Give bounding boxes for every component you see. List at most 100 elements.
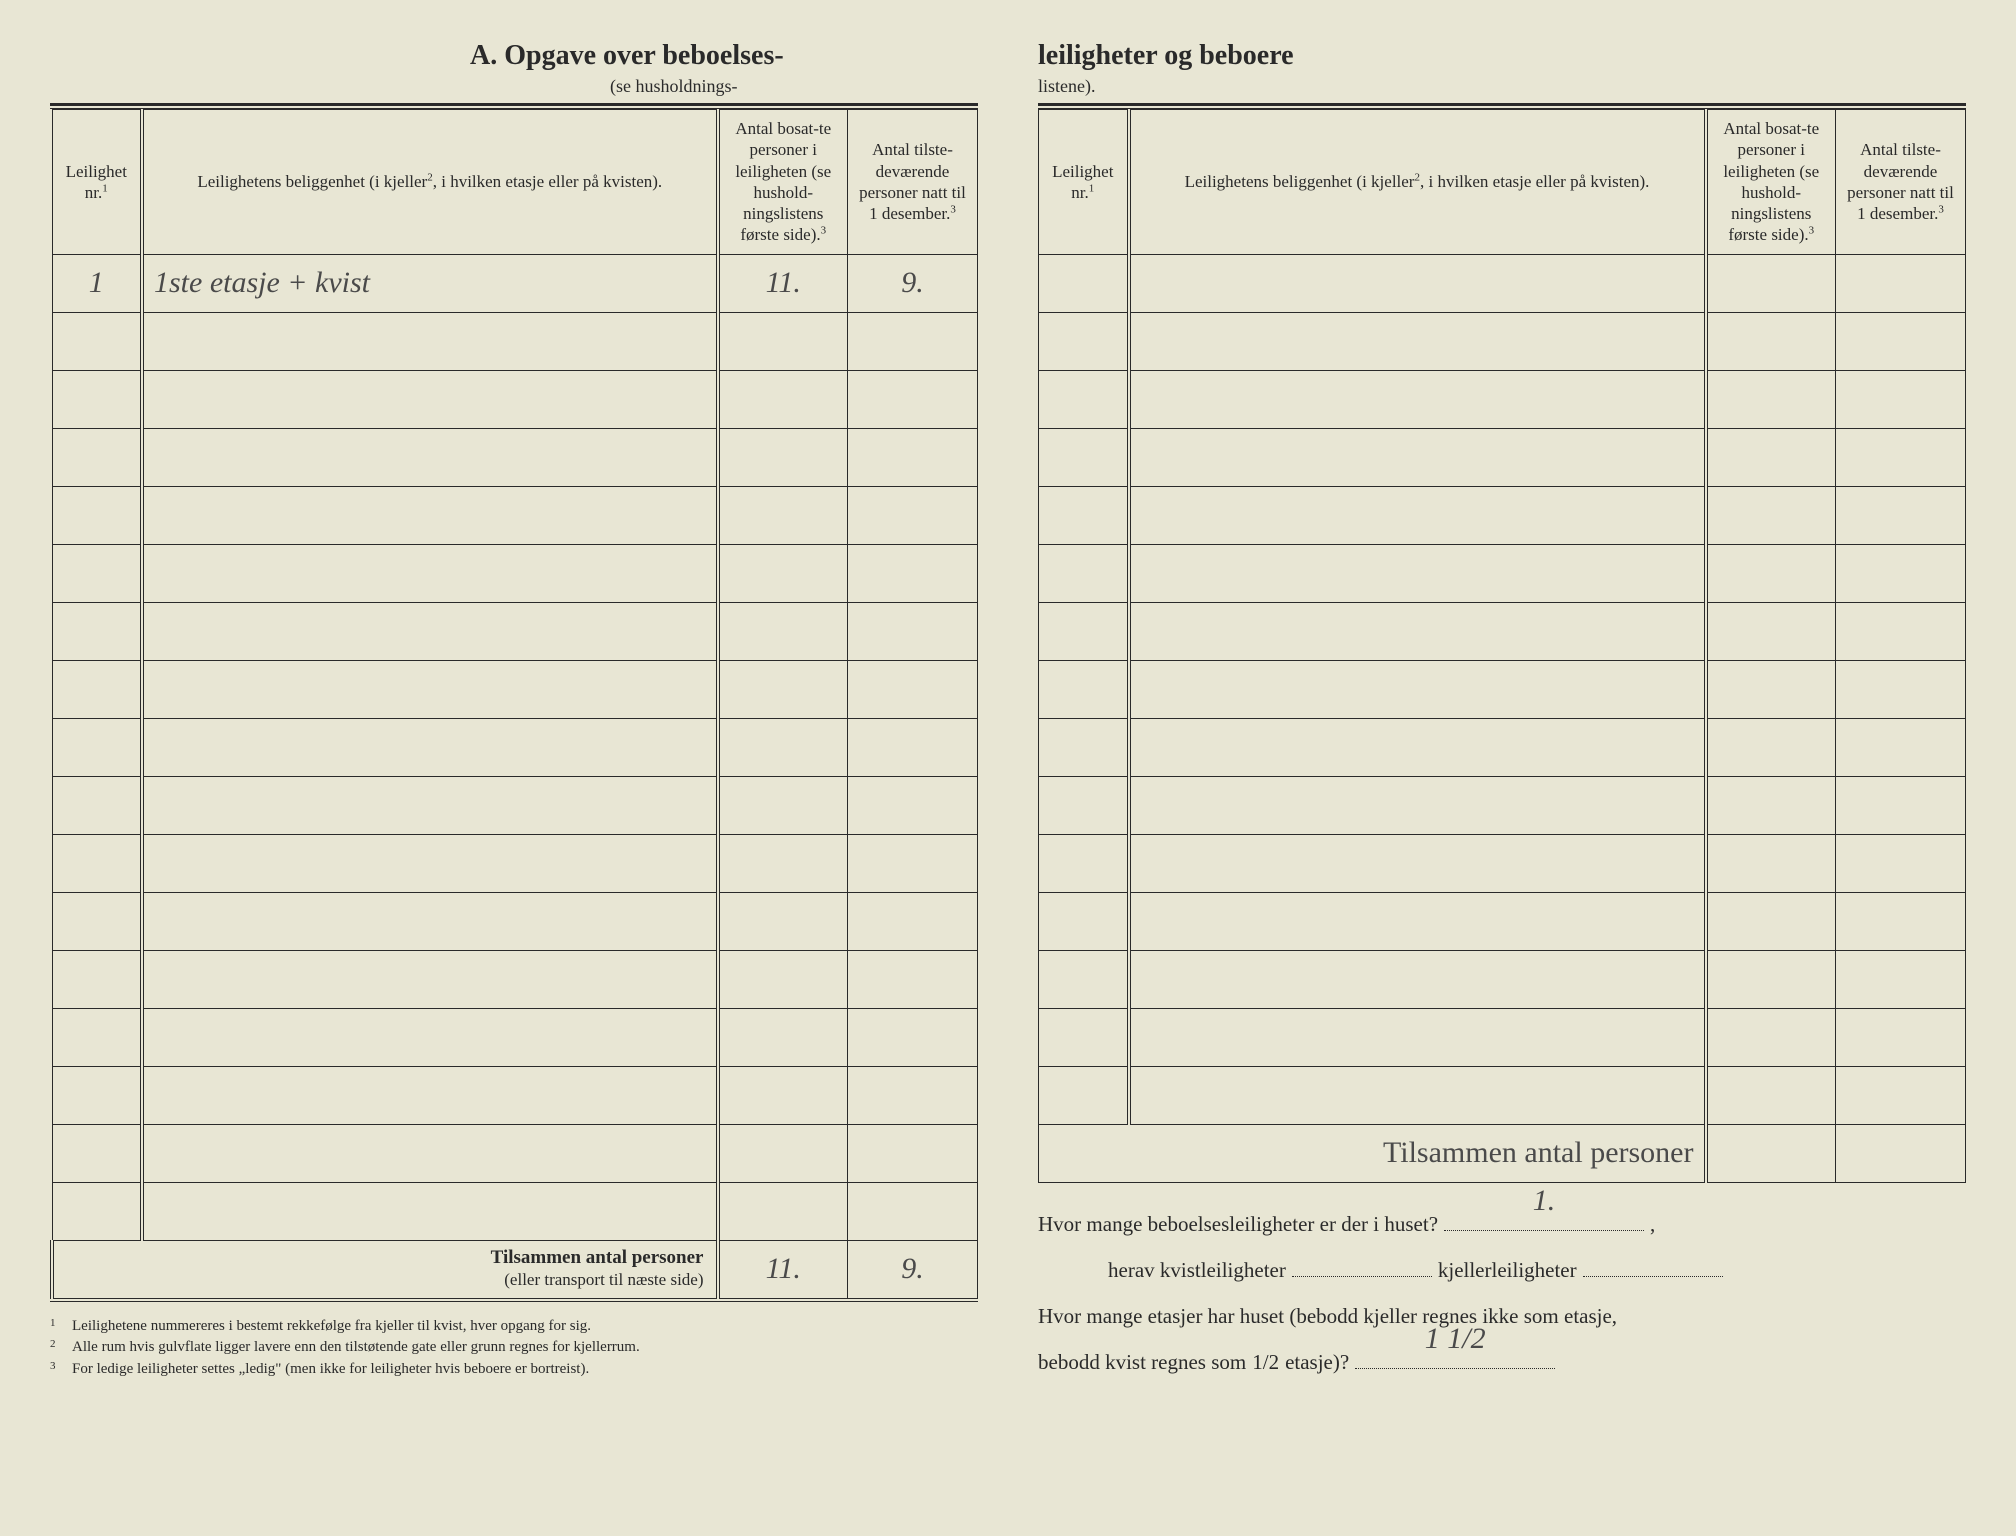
cell-n1 [1706,544,1836,602]
q2b-text: kjellerleiligheter [1438,1247,1577,1293]
th-loc-text: Leilighetens beliggenhet (i kjeller [1185,172,1415,191]
footnotes: 1Leilighetene nummereres i bestemt rekke… [50,1316,978,1381]
title-left: A. Opgave over beboelses- [470,40,784,72]
title-row-right: leiligheter og beboere [1038,40,1966,72]
form-table-left: Leilighet nr.1 Leilighetens beliggenhet … [50,109,978,1299]
totals-n2: 9. [848,1240,978,1298]
right-page: leiligheter og beboere listene). Leiligh… [1038,40,1966,1496]
cell-n1 [718,1182,848,1240]
cell-nr [52,950,142,1008]
cell-n2 [848,834,978,892]
cell-nr [1039,254,1129,312]
cell-loc [142,718,718,776]
table-row [1039,370,1966,428]
cell-n1 [1706,486,1836,544]
question-2: herav kvistleiligheter kjellerleilighete… [1108,1247,1966,1293]
cell-nr [1039,544,1129,602]
th-nr-text: Leilighet nr. [1052,162,1113,202]
sup: 3 [1809,225,1815,237]
cell-n2 [848,718,978,776]
table-row [1039,892,1966,950]
footnote-1: 1Leilighetene nummereres i bestemt rekke… [50,1316,978,1338]
table-row [52,950,978,1008]
title-right: leiligheter og beboere [1038,40,1294,72]
footnote-2: 2Alle rum hvis gulvflate ligger lavere e… [50,1337,978,1359]
cell-nr [52,660,142,718]
cell-loc [142,834,718,892]
subtitle-left: (se husholdnings- [610,76,978,97]
cell-n2 [1836,254,1966,312]
cell-n2 [1836,428,1966,486]
q2a-text: herav kvistleiligheter [1108,1247,1286,1293]
cell-n2 [848,428,978,486]
cell-n1 [1706,834,1836,892]
th-n2: Antal tilste-deværende personer natt til… [848,110,978,255]
cell-loc [142,950,718,1008]
cell-loc [142,892,718,950]
cell-nr [52,1066,142,1124]
cell-loc [142,660,718,718]
table-row [52,1124,978,1182]
cell-loc [1129,602,1706,660]
cell-n1 [1706,950,1836,1008]
cell-n2 [1836,1008,1966,1066]
q3-half: 1/2 [1252,1339,1279,1385]
table-row [52,602,978,660]
cell-nr [1039,892,1129,950]
cell-n1 [718,660,848,718]
cell-loc [142,1182,718,1240]
q3-ans: 1 1/2 [1425,1306,1486,1372]
q3a-text: Hvor mange etasjer har huset (bebodd kje… [1038,1293,1617,1339]
table-row: 1 1ste etasje + kvist 11. 9. [52,254,978,312]
cell-nr [52,718,142,776]
cell-nr [1039,370,1129,428]
cell-nr [1039,1008,1129,1066]
table-row [52,1066,978,1124]
sup: 3 [950,203,956,215]
table-row [1039,834,1966,892]
cell-loc [1129,428,1706,486]
totals-label: Tilsammen antal personer (eller transpor… [52,1240,718,1298]
cell-n2 [848,1124,978,1182]
th-n1-text: Antal bosat-te personer i leiligheten (s… [1723,119,1819,244]
cell-n1 [718,1008,848,1066]
totals-row-left: Tilsammen antal personer (eller transpor… [52,1240,978,1298]
cell-nr [52,892,142,950]
cell-n1 [718,370,848,428]
totals-n1: 11. [718,1240,848,1298]
cell-n1 [718,602,848,660]
table-row [1039,718,1966,776]
cell-n1 [718,486,848,544]
question-1: Hvor mange beboelsesleiligheter er der i… [1038,1201,1966,1247]
table-row [52,1182,978,1240]
cell-loc [1129,1066,1706,1124]
q1-blank: 1. [1444,1209,1644,1231]
totals-label-bold: Tilsammen antal personer [491,1247,704,1268]
footnote-3: 3For ledige leiligheter settes „ledig" (… [50,1359,978,1381]
cell-n1 [718,892,848,950]
cell-nr: 1 [52,254,142,312]
q2b-blank [1583,1255,1723,1277]
th-loc: Leilighetens beliggenhet (i kjeller2, i … [1129,110,1706,255]
cell-n2 [848,486,978,544]
table-row [1039,544,1966,602]
cell-loc [142,428,718,486]
table-row [52,544,978,602]
sup: 3 [821,225,827,237]
cell-n2 [848,1182,978,1240]
table-row [52,1008,978,1066]
cell-n2 [848,544,978,602]
fn3-text: For ledige leiligheter settes „ledig" (m… [72,1359,589,1381]
q3c-text: etasje)? [1285,1339,1349,1385]
cell-loc [1129,370,1706,428]
cell-n2 [1836,892,1966,950]
th-n1-text: Antal bosat-te personer i leiligheten (s… [735,119,831,244]
cell-n2: 9. [848,254,978,312]
cell-nr [52,1182,142,1240]
cell-loc [142,602,718,660]
th-loc-tail: , i hvilken etasje eller på kvisten). [1420,172,1649,191]
table-row [1039,254,1966,312]
table-row [1039,1066,1966,1124]
cell-n2 [1836,834,1966,892]
q1-text: Hvor mange beboelsesleiligheter er der i… [1038,1201,1438,1247]
